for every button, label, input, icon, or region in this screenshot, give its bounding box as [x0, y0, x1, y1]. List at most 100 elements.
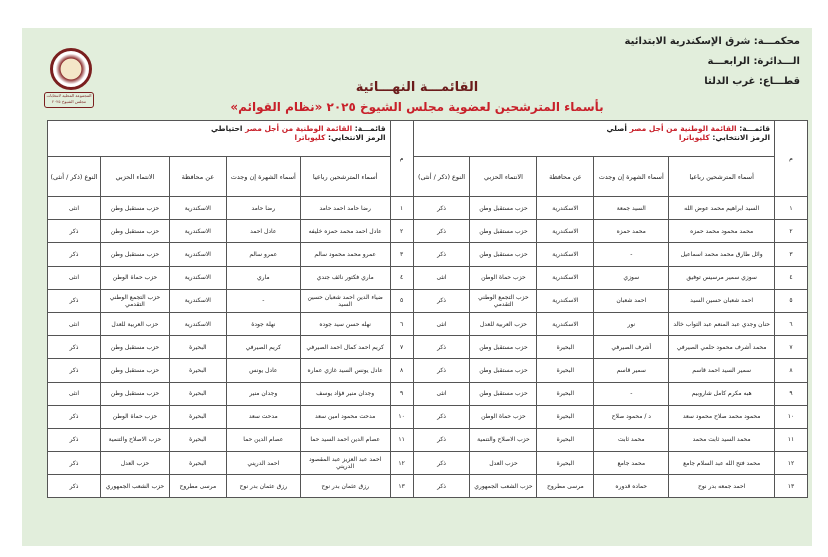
reserve-governorate: الاسكندرية: [168, 265, 227, 290]
reserve-candidate-name: وجدان منير فؤاد يوسف: [299, 381, 391, 406]
reserve-party: حزب الشعب الجمهوري: [100, 474, 170, 499]
reserve-party: حزب العدل: [100, 451, 170, 476]
reserve-alias: عادل احمد: [225, 219, 301, 244]
primary-row-number: ٨: [774, 358, 808, 383]
reserve-party: حزب العربية للعدل: [100, 311, 170, 337]
reserve-governorate: البحيرة: [168, 404, 227, 429]
reserve-gender: ذكر: [47, 219, 101, 244]
reserve-party: حزب حماة الوطن: [100, 265, 170, 290]
primary-party: حزب الاصلاح والتنمية: [469, 427, 538, 453]
primary-candidate-name: محمد فتح الله عبد السلام جامع: [668, 451, 776, 476]
reserve-gender: ذكر: [47, 474, 101, 499]
primary-row-number: ٩: [774, 381, 808, 406]
num-header: م: [774, 120, 808, 197]
primary-governorate: الاسكندرية: [536, 242, 595, 267]
reserve-candidate-name: عادل يونس السيد غازي عماره: [299, 358, 391, 383]
primary-alias: سمير قاسم: [593, 358, 670, 383]
reserve-row-number: ٩: [389, 381, 414, 406]
primary-alias: سوزي: [593, 265, 670, 290]
primary-candidate-name: احمد جمعه بدر نوح: [668, 474, 776, 499]
primary-list-header: قائمـــة: القائمة الوطنية من أجل مصر أصل…: [412, 120, 776, 157]
primary-candidate-name: وائل طارق محمد محمد اسماعيل: [668, 242, 776, 267]
primary-candidate-name: هبه مكرم كامل شاروبيم: [668, 381, 776, 406]
primary-gender: ذكر: [412, 195, 471, 221]
reserve-governorate: الاسكندرية: [168, 288, 227, 313]
column-header: أسماء المترشحين رباعيا: [668, 156, 776, 197]
table-row: ٩ هبه مكرم كامل شاروبيم - البحيرة حزب مستقبل…: [47, 381, 808, 406]
reserve-alias: نهلة جودة: [225, 311, 301, 337]
primary-alias: محمد ثابت: [593, 427, 670, 453]
primary-alias: نور: [593, 311, 670, 337]
reserve-party: حزب مستقبل وطن: [100, 381, 170, 406]
reserve-party: حزب مستقبل وطن: [100, 242, 170, 267]
reserve-gender: ذكر: [47, 335, 101, 360]
reserve-governorate: البحيرة: [168, 381, 227, 406]
reserve-alias: وجدان منير: [225, 381, 301, 406]
num-header: م: [389, 120, 414, 197]
primary-candidate-name: سمير السيد احمد قاسم: [668, 358, 776, 383]
primary-party: حزب مستقبل وطن: [469, 358, 538, 383]
primary-party: حزب مستقبل وطن: [469, 381, 538, 406]
reserve-party: حزب مستقبل وطن: [100, 219, 170, 244]
primary-row-number: ٢: [774, 219, 808, 244]
primary-row-number: ١٠: [774, 404, 808, 429]
candidates-table: م قائمـــة: القائمة الوطنية من أجل مصر أ…: [47, 120, 808, 499]
primary-candidate-name: سوزي سمير مرسيس توفيق: [668, 265, 776, 290]
primary-gender: ذكر: [412, 451, 471, 476]
primary-governorate: البحيرة: [536, 427, 595, 453]
reserve-governorate: البحيرة: [168, 451, 227, 476]
primary-governorate: البحيرة: [536, 404, 595, 429]
reserve-row-number: ١٢: [389, 451, 414, 476]
reserve-gender: ذكر: [47, 242, 101, 267]
reserve-row-number: ٨: [389, 358, 414, 383]
primary-candidate-name: حنان وجدي عبد المنعم عبد التواب خالد: [668, 311, 776, 337]
primary-row-number: ٣: [774, 242, 808, 267]
primary-party: حزب الشعب الجمهوري: [469, 474, 538, 499]
reserve-governorate: البحيرة: [168, 335, 227, 360]
primary-governorate: البحيرة: [536, 381, 595, 406]
primary-party: حزب مستقبل وطن: [469, 219, 538, 244]
primary-row-number: ٦: [774, 311, 808, 337]
primary-governorate: مرسى مطروح: [536, 474, 595, 499]
reserve-alias: عصام الدين حما: [225, 427, 301, 453]
primary-alias: محمد جامع: [593, 451, 670, 476]
primary-gender: ذكر: [412, 242, 471, 267]
primary-governorate: الاسكندرية: [536, 265, 595, 290]
primary-governorate: الاسكندرية: [536, 195, 595, 221]
column-header: الانتماء الحزبي: [100, 156, 170, 197]
reserve-alias: عادل يونس: [225, 358, 301, 383]
reserve-candidate-name: احمد عبد العزيز عبد المقصود الدريني: [299, 451, 391, 476]
column-header: الانتماء الحزبي: [469, 156, 538, 197]
reserve-party: حزب الاصلاح والتنمية: [100, 427, 170, 453]
primary-candidate-name: محمد محمود محمد حمزه: [668, 219, 776, 244]
primary-gender: انثى: [412, 265, 471, 290]
reserve-candidate-name: نهله حسن سيد جوده: [299, 311, 391, 337]
primary-alias: احمد شعبان: [593, 288, 670, 313]
reserve-row-number: ٦: [389, 311, 414, 337]
reserve-gender: انثى: [47, 311, 101, 337]
primary-candidate-name: محمد أشرف محمود حلمي الصيرفي: [668, 335, 776, 360]
primary-party: حزب العربية للعدل: [469, 311, 538, 337]
reserve-row-number: ١٠: [389, 404, 414, 429]
primary-gender: ذكر: [412, 335, 471, 360]
column-header: عن محافظة: [168, 156, 227, 197]
primary-row-number: ١٣: [774, 474, 808, 499]
primary-gender: انثى: [412, 381, 471, 406]
reserve-party: حزب مستقبل وطن: [100, 358, 170, 383]
reserve-gender: ذكر: [47, 427, 101, 453]
reserve-candidate-name: ضياء الدين احمد شعبان حسين السيد: [299, 288, 391, 313]
column-header: أسماء الشهرة إن وجدت: [225, 156, 301, 197]
primary-party: حزب التجمع الوطني التقدمي: [469, 288, 538, 313]
primary-row-number: ٧: [774, 335, 808, 360]
reserve-candidate-name: كريم احمد كمال احمد الصيرفي: [299, 335, 391, 360]
primary-governorate: الاسكندرية: [536, 288, 595, 313]
reserve-governorate: مرسى مطروح: [168, 474, 227, 499]
court-name: محكمـــة: شرق الإسكندرية الابتدائية: [624, 36, 800, 47]
reserve-row-number: ١: [389, 195, 414, 221]
election-badge: المجموعة المحلية لانتخابات مجلس الشيوخ ٢…: [44, 92, 94, 108]
primary-governorate: البحيرة: [536, 451, 595, 476]
primary-row-number: ٥: [774, 288, 808, 313]
primary-party: حزب حماة الوطن: [469, 265, 538, 290]
table-row: ٥ احمد شعبان حسين السيد احمد شعبان الاسكندر…: [47, 288, 808, 313]
reserve-row-number: ١٣: [389, 474, 414, 499]
